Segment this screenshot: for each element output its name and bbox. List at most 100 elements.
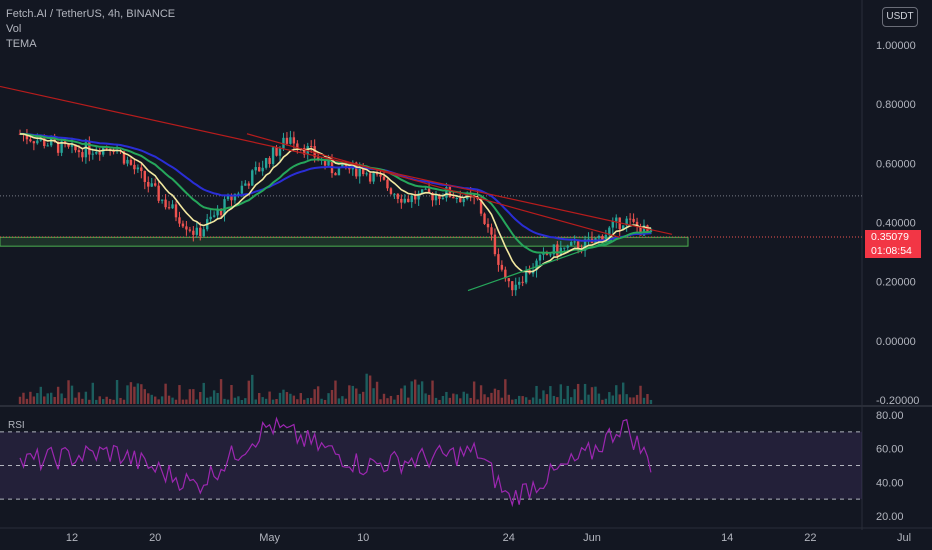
candle-body [174,204,178,218]
volume-bar [396,394,400,404]
candle-body [452,196,455,199]
rsi-tick-label: 20.00 [876,511,904,523]
chart-overlays [0,195,862,247]
candle-body [285,137,289,144]
volume-bar [431,380,434,404]
candle-body [372,172,375,182]
volume-bar [46,393,49,404]
candle-body [77,150,81,153]
volume-bar [230,384,233,404]
volume-bar [157,399,160,404]
volume-bar [642,397,646,404]
candle-body [56,141,60,153]
volume-bar [441,395,445,404]
volume-bar [108,398,112,404]
volume-bar [310,397,313,404]
volume-bar [514,399,517,404]
volume-bar [18,396,22,404]
volume-bar [199,392,202,404]
volume-bar [608,392,611,404]
candle-body [289,137,292,144]
candle-body [164,199,167,208]
time-axis[interactable]: 12 20 May 10 24 Jun 14 22 Jul [66,532,911,544]
candle-body [556,244,559,256]
candle-body [566,245,569,248]
volume-bar [427,394,431,404]
volume-bar [164,383,167,404]
upper-trendline [246,133,621,238]
candle-body [178,217,181,224]
volume-bar [452,393,455,404]
trendlines [0,85,673,292]
volume-bar [438,399,441,404]
bar-countdown: 01:08:54 [871,245,912,258]
volume-bar [566,385,569,404]
candle-body [81,152,84,158]
volume-bar [521,396,524,404]
volume-bar [22,392,25,404]
candle-body [608,227,611,236]
candle-body [628,218,632,220]
time-tick-label: 24 [503,532,515,544]
candle-body [46,145,49,147]
rsi-axis[interactable]: 80.00 60.00 40.00 20.00 [876,410,904,523]
volume-bar [84,391,88,404]
symbol-title[interactable]: Fetch.AI / TetherUS, 4h, BINANCE [6,8,176,20]
candle-body [455,197,458,199]
volume-bar [258,392,261,404]
candle-body [29,139,32,142]
volume-bar [479,385,483,404]
candle-body [133,164,136,170]
volume-bar [240,399,244,404]
candle-body [202,229,205,237]
volume-bar [264,398,268,404]
rsi-title[interactable]: RSI [8,420,25,431]
candle-body [611,221,614,228]
support-zone [0,236,689,247]
candle-body [95,152,98,154]
candle-body [251,170,254,186]
candle-body [199,227,202,237]
volume-bar [348,385,351,404]
candle-body [261,167,264,172]
currency-button[interactable]: USDT [882,7,918,27]
candle-body [511,281,514,291]
volume-bar [646,394,649,404]
rsi-line [19,416,652,508]
volume-bar [524,397,528,404]
candle-body [424,188,427,190]
volume-bar [535,385,538,404]
candle-body [157,185,160,201]
volume-bar [410,381,413,404]
indicator-vol-label[interactable]: Vol [6,23,22,35]
indicator-tema-label[interactable]: TEMA [6,38,37,50]
volume-bar [303,399,306,404]
volume-bar [344,398,348,404]
price-axis[interactable]: 1.00000 0.80000 0.60000 0.40000 0.20000 0.000… [876,40,919,407]
candle-body [368,173,372,182]
time-tick-label: 10 [357,532,369,544]
candle-body [140,167,143,172]
candle-body [334,173,337,176]
volume-bar [292,395,296,404]
candle-body [303,148,306,155]
time-tick-label: 12 [66,532,78,544]
volume-bar [77,392,81,404]
volume-bar [188,389,192,404]
volume-bar [74,397,77,404]
candle-body [583,239,587,251]
candle-body [507,278,510,282]
volume-bar [330,389,334,404]
volume-bar [358,393,361,404]
candle-body [407,198,410,203]
price-pane[interactable] [0,0,862,405]
volume-bar [244,398,247,404]
volume-bar [323,399,327,404]
rsi-pane[interactable] [0,408,862,528]
candle-body [420,189,424,194]
rsi-tick-label: 60.00 [876,444,904,456]
volume-bar [320,398,323,404]
candle-body [50,138,53,146]
volume-bar [628,397,632,404]
